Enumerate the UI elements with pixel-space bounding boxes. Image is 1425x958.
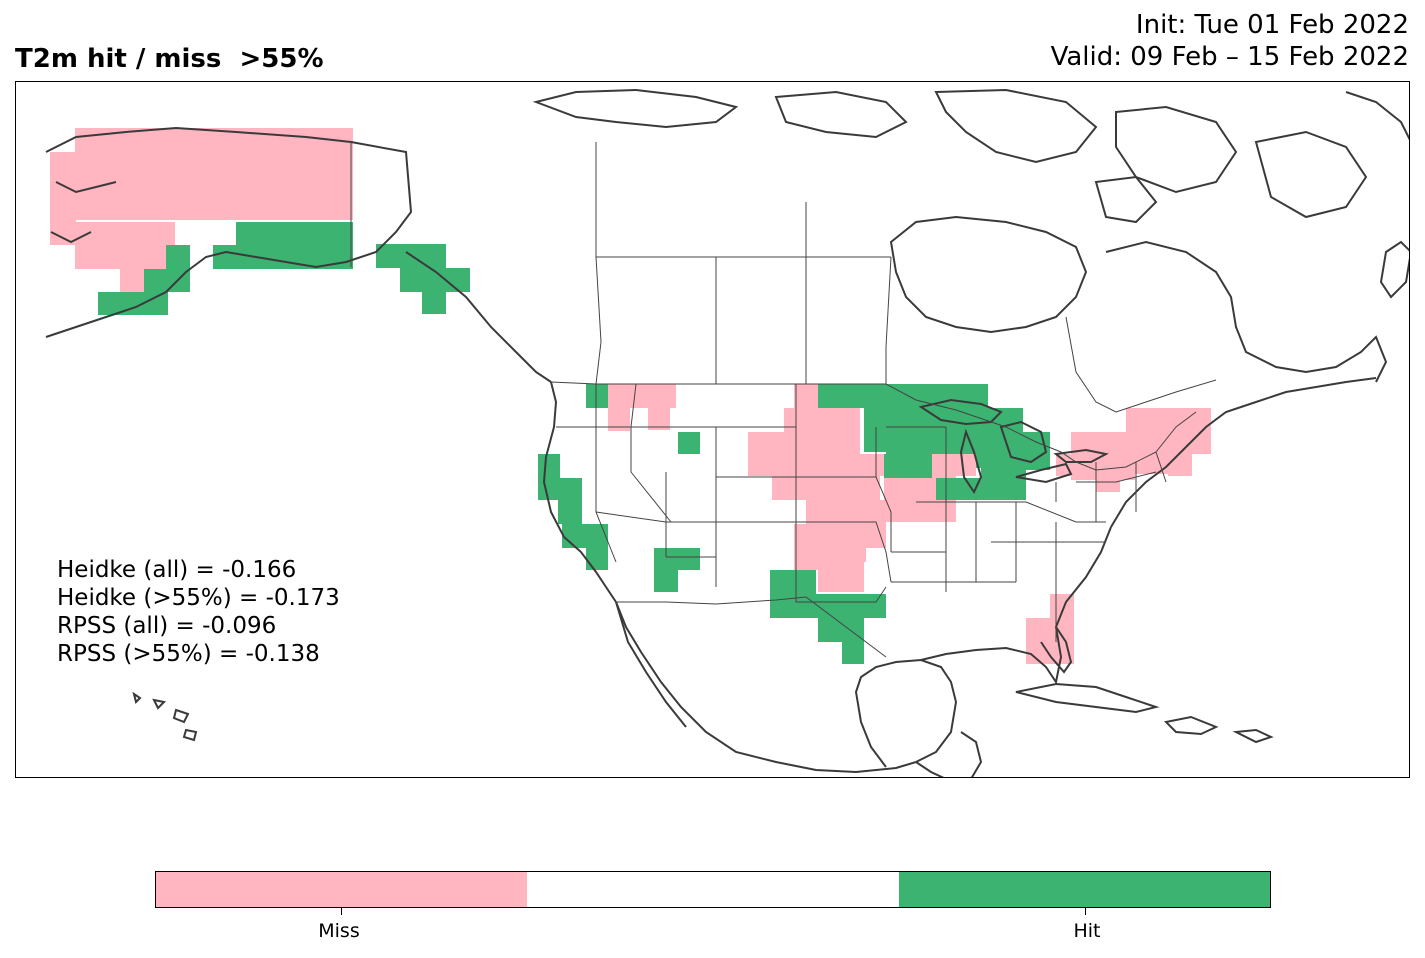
hit-cell-27 (818, 384, 988, 408)
miss-cell-23 (806, 500, 886, 524)
miss-cell-14 (608, 384, 630, 431)
hit-cell-8 (98, 292, 168, 315)
hit-cell-44 (558, 478, 582, 524)
colorbar-label-miss: Miss (318, 920, 360, 942)
miss-cell-3 (75, 222, 175, 269)
colorbar-neutral-segment (527, 872, 899, 907)
rpss-above-55: RPSS (>55%) = -0.138 (57, 641, 320, 667)
political-borders (350, 142, 1217, 658)
hit-cell-13 (586, 384, 608, 408)
miss-cell-0 (75, 128, 353, 220)
hit-cell-55 (862, 594, 886, 618)
miss-cell-9 (120, 269, 144, 292)
colorbar (155, 871, 1271, 908)
map-title: T2m hit / miss >55% (15, 44, 324, 74)
hit-cell-43 (538, 454, 560, 500)
hit-cell-54 (842, 642, 864, 664)
map-canvas (45, 88, 1409, 777)
hit-cell-31 (884, 454, 932, 478)
valid-period: Valid: 09 Feb – 15 Feb 2022 (1050, 42, 1409, 72)
hit-cell-48 (654, 570, 678, 592)
hit-cell-47 (654, 548, 700, 570)
miss-cell-21 (784, 454, 884, 476)
miss-cell-22 (772, 476, 880, 500)
hit-cell-45 (562, 524, 608, 548)
miss-cell-15 (630, 384, 676, 408)
verification-cells (50, 128, 1211, 664)
skill-scores: Heidke (all) = -0.166 Heidke (>55%) = -0… (57, 556, 340, 668)
colorbar-hit-segment (898, 872, 1270, 907)
coastlines (45, 88, 1409, 777)
hit-cell-12 (422, 292, 446, 314)
hit-cell-7 (144, 269, 190, 292)
miss-cell-49 (794, 526, 818, 570)
miss-cell-41 (1096, 478, 1120, 492)
hit-cell-34 (981, 432, 1026, 478)
hit-cell-6 (166, 245, 190, 269)
miss-cell-16 (648, 408, 670, 430)
colorbar-tick-hit (1085, 908, 1086, 915)
colorbar-label-hit: Hit (1073, 920, 1101, 942)
miss-cell-32 (932, 454, 976, 476)
miss-cell-50 (818, 548, 864, 592)
hit-cell-46 (586, 548, 608, 570)
miss-cell-40 (1056, 454, 1096, 476)
miss-cell-2 (50, 217, 76, 245)
hit-cell-51 (770, 570, 816, 594)
rpss-all: RPSS (all) = -0.096 (57, 613, 277, 639)
miss-cell-42 (1168, 454, 1192, 476)
heidke-all: Heidke (all) = -0.166 (57, 557, 297, 583)
heidke-above-55: Heidke (>55%) = -0.173 (57, 585, 340, 611)
colorbar-tick-miss (341, 908, 342, 915)
map-panel[interactable] (15, 81, 1410, 778)
hit-cell-35 (936, 478, 960, 500)
hit-cell-5 (213, 245, 353, 269)
init-date: Init: Tue 01 Feb 2022 (1135, 10, 1409, 40)
colorbar-miss-segment (156, 872, 528, 907)
hit-cell-33 (958, 478, 1026, 500)
hit-cell-17 (678, 432, 700, 454)
hit-cell-53 (818, 618, 864, 642)
